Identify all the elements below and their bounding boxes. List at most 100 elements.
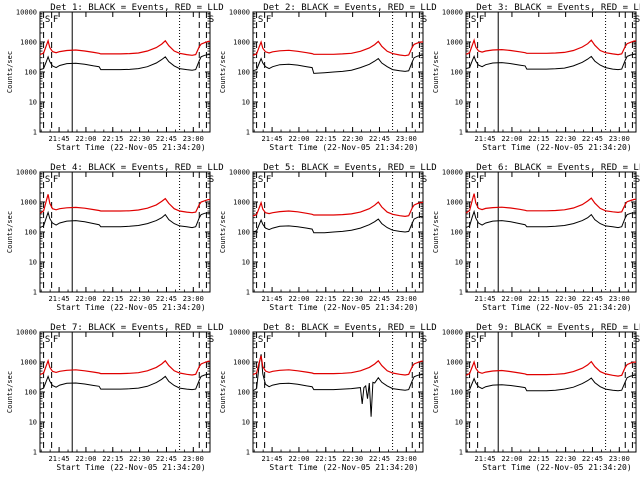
x-tick-label: 23:00	[609, 135, 630, 143]
interval-label: S	[209, 175, 214, 185]
y-tick-label: 10000	[442, 169, 463, 177]
interval-label: S	[45, 335, 50, 345]
y-tick-label: 1	[246, 129, 250, 137]
interval-label: F	[266, 15, 271, 25]
plot-frame	[465, 11, 637, 133]
x-tick-label: 22:15	[528, 295, 549, 303]
y-tick-label: 1000	[446, 39, 463, 47]
plot-frame	[39, 331, 211, 453]
x-tick-label: 23:00	[609, 295, 630, 303]
y-tick-label: 1	[246, 289, 250, 297]
x-tick-label: 21:45	[262, 295, 283, 303]
x-tick-label: 22:45	[369, 455, 390, 463]
y-tick-label: 10000	[229, 329, 250, 337]
x-tick-label: 21:45	[49, 455, 70, 463]
y-tick-label: 10	[29, 419, 37, 427]
panel-title: Det 4: BLACK = Events, RED = LLD	[50, 163, 223, 173]
interval-label: F	[266, 335, 271, 345]
y-axis-title: Counts/sec	[219, 51, 227, 93]
panel-title: Det 7: BLACK = Events, RED = LLD	[50, 323, 223, 333]
panel-title: Det 2: BLACK = Events, RED = LLD	[263, 3, 436, 13]
x-tick-label: 22:45	[582, 295, 603, 303]
x-tick-label: 22:00	[75, 135, 96, 143]
interval-label: S	[422, 15, 427, 25]
x-tick-label: 22:15	[315, 455, 336, 463]
x-tick-label: 22:00	[288, 455, 309, 463]
panel-det-6: Det 6: BLACK = Events, RED = LLD 1 10 100 10…	[432, 163, 640, 312]
y-tick-label: 10000	[16, 169, 37, 177]
interval-label: S	[422, 335, 427, 345]
interval-label: S	[471, 335, 476, 345]
interval-label: F	[53, 335, 58, 345]
panel-title: Det 9: BLACK = Events, RED = LLD	[476, 323, 640, 333]
series-events-line	[39, 54, 210, 71]
x-tick-label: 23:00	[396, 135, 417, 143]
interval-label: S	[635, 175, 640, 185]
series-lld-line	[465, 38, 636, 56]
y-tick-label: 100	[24, 389, 37, 397]
plot-frame	[465, 171, 637, 293]
y-tick-label: 1	[459, 129, 463, 137]
y-axis-title: Counts/sec	[432, 51, 440, 93]
x-axis-title: Start Time (22-Nov-05 21:34:20)	[482, 303, 631, 312]
panel-det-5: Det 5: BLACK = Events, RED = LLD 1 10 100 10…	[219, 163, 437, 312]
panel-det-3: Det 3: BLACK = Events, RED = LLD 1 10 100 10…	[432, 3, 640, 152]
x-tick-label: 21:45	[262, 135, 283, 143]
x-axis-title: Start Time (22-Nov-05 21:34:20)	[482, 463, 631, 472]
y-tick-label: 10000	[442, 9, 463, 17]
y-tick-label: 1	[459, 289, 463, 297]
panel-title: Det 3: BLACK = Events, RED = LLD	[476, 3, 640, 13]
x-tick-label: 22:30	[555, 455, 576, 463]
series-events-line	[252, 215, 423, 234]
y-tick-label: 10	[455, 419, 463, 427]
x-tick-label: 22:15	[102, 455, 123, 463]
y-tick-label: 10	[455, 259, 463, 267]
series-events-line	[39, 210, 210, 229]
panel-det-7: Det 7: BLACK = Events, RED = LLD 1 10 100 10…	[6, 323, 224, 472]
x-axis-title: Start Time (22-Nov-05 21:34:20)	[269, 143, 418, 152]
interval-label: S	[471, 175, 476, 185]
interval-label: S	[258, 335, 263, 345]
x-tick-label: 22:00	[501, 295, 522, 303]
plot-frame	[252, 331, 424, 453]
series-lld-line	[252, 200, 423, 218]
panel-title: Det 5: BLACK = Events, RED = LLD	[263, 163, 436, 173]
interval-label: S	[635, 335, 640, 345]
x-tick-label: 23:00	[183, 135, 204, 143]
x-tick-label: 22:00	[501, 455, 522, 463]
x-tick-label: 22:00	[501, 135, 522, 143]
interval-label: F	[266, 175, 271, 185]
x-tick-label: 23:00	[609, 455, 630, 463]
y-tick-label: 1	[246, 449, 250, 457]
x-tick-label: 21:45	[475, 295, 496, 303]
interval-label: S	[45, 15, 50, 25]
y-axis-title: Counts/sec	[6, 51, 14, 93]
interval-label: F	[479, 175, 484, 185]
y-tick-label: 10	[242, 419, 250, 427]
series-lld-line	[252, 355, 423, 376]
x-tick-label: 22:30	[129, 295, 150, 303]
y-tick-label: 10	[29, 259, 37, 267]
interval-label: F	[479, 15, 484, 25]
x-tick-label: 22:45	[156, 295, 177, 303]
x-tick-label: 22:45	[156, 135, 177, 143]
y-axis-title: Counts/sec	[6, 211, 14, 253]
y-tick-label: 10	[29, 99, 37, 107]
x-tick-label: 22:15	[528, 135, 549, 143]
y-tick-label: 1	[33, 289, 37, 297]
x-tick-label: 22:15	[315, 135, 336, 143]
interval-label: S	[258, 175, 263, 185]
panel-det-2: Det 2: BLACK = Events, RED = LLD 1 10 100 10…	[219, 3, 437, 152]
series-lld-line	[39, 194, 210, 214]
panel-title: Det 8: BLACK = Events, RED = LLD	[263, 323, 436, 333]
interval-label: S	[45, 175, 50, 185]
y-tick-label: 10000	[442, 329, 463, 337]
plot-frame	[39, 171, 211, 293]
series-events-line	[465, 53, 636, 71]
series-events-line	[465, 209, 636, 229]
x-tick-label: 21:45	[262, 455, 283, 463]
x-tick-label: 22:30	[555, 295, 576, 303]
x-axis-title: Start Time (22-Nov-05 21:34:20)	[269, 303, 418, 312]
y-tick-label: 100	[24, 69, 37, 77]
y-tick-label: 10	[455, 99, 463, 107]
